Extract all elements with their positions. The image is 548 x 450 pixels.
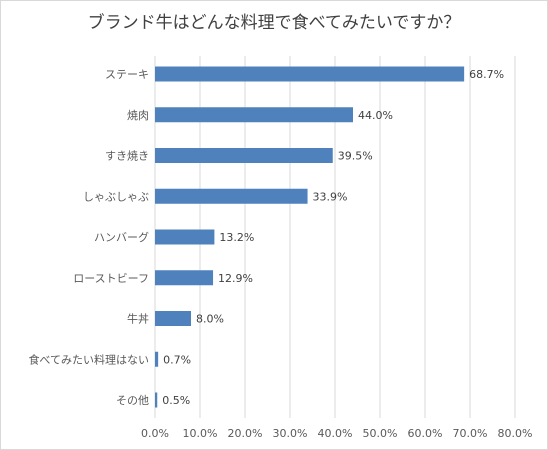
x-tick-label: 80.0% — [498, 427, 533, 440]
category-label: ステーキ — [105, 68, 149, 81]
bar — [155, 188, 308, 204]
category-label: 焼肉 — [127, 109, 149, 122]
bar — [155, 229, 215, 245]
category-label: その他 — [116, 394, 149, 407]
bar — [155, 311, 191, 326]
x-tick-label: 40.0% — [318, 427, 353, 440]
x-tick-label: 10.0% — [183, 427, 218, 440]
x-tick-label: 30.0% — [273, 427, 308, 440]
data-label: 0.5% — [162, 394, 190, 407]
x-tick-label: 50.0% — [363, 427, 398, 440]
bar — [155, 107, 353, 123]
bar — [155, 270, 214, 286]
data-label: 8.0% — [196, 313, 224, 326]
category-labels: ステーキ焼肉すき焼きしゃぶしゃぶハンバーグローストビーフ牛丼食べてみたい料理はな… — [28, 68, 149, 407]
x-tick-label: 20.0% — [228, 427, 263, 440]
bar — [155, 351, 159, 367]
x-axis-tick-labels: 0.0% 10.0% 20.0% 30.0% 40.0% 50.0% 60.0% 70.0% 8… — [141, 427, 532, 440]
category-label: 牛丼 — [127, 312, 149, 326]
x-tick-label: 60.0% — [408, 427, 443, 440]
x-tick-label: 0.0% — [141, 427, 169, 440]
data-label: 0.7% — [163, 353, 191, 366]
x-tick-label: 70.0% — [453, 427, 488, 440]
category-label: 食べてみたい料理はない — [28, 352, 149, 366]
bar — [155, 148, 333, 163]
data-labels: 68.7% 44.0% 39.5% 33.9% 13.2% 12.9% 8.0% 0.7% 0.… — [162, 68, 504, 407]
category-label: しゃぶしゃぶ — [83, 190, 149, 203]
data-label: 12.9% — [218, 272, 253, 285]
bar — [155, 392, 158, 408]
category-label: ハンバーグ — [94, 230, 149, 244]
data-label: 33.9% — [313, 190, 348, 203]
category-label: すき焼き — [105, 150, 149, 163]
data-label: 68.7% — [469, 68, 504, 81]
chart-title: ブランド牛はどんな料理で食べてみたいですか？ — [87, 13, 461, 33]
bar — [155, 66, 465, 82]
data-label: 39.5% — [338, 150, 373, 163]
category-label: ローストビーフ — [73, 272, 149, 285]
bars — [155, 66, 465, 408]
data-label: 13.2% — [219, 231, 254, 244]
data-label: 44.0% — [358, 109, 393, 122]
